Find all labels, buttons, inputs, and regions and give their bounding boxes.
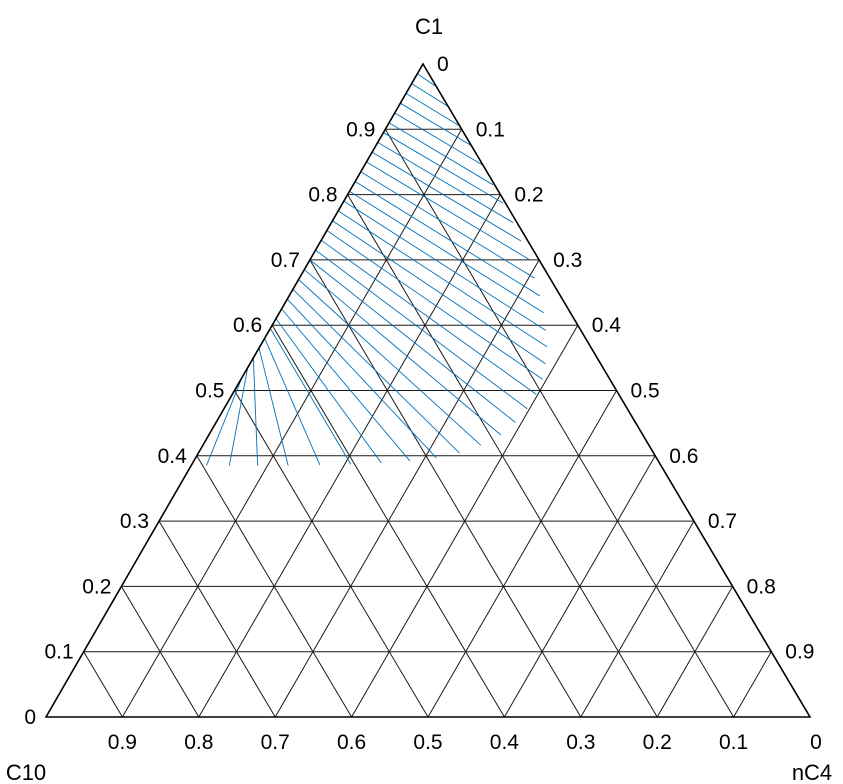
tick-label-right: 0.4 [592, 314, 622, 337]
tick-label-left: 0.9 [346, 118, 375, 141]
tie-line [417, 73, 437, 88]
tie-line [411, 83, 449, 107]
tie-line [388, 122, 494, 186]
vertex-label-left: C10 [6, 760, 46, 784]
tick-label-bottom: 0.3 [566, 731, 595, 754]
tie-line [286, 298, 437, 459]
tie-line [400, 102, 472, 147]
grid-line-right-3 [274, 259, 540, 718]
tick-label-right: 0.6 [669, 445, 698, 468]
tie-line [360, 171, 535, 279]
tick-label-bottom: 0.9 [108, 731, 137, 754]
tie-line [394, 112, 484, 166]
grid-line-left-6 [196, 455, 353, 718]
grid-line-left-9 [83, 651, 123, 718]
tie-line [252, 357, 259, 466]
tick-label-bottom: 0 [810, 731, 822, 754]
tie-line [383, 132, 504, 204]
tick-label-right: 0.2 [514, 184, 543, 207]
tick-label-left: 0 [24, 706, 36, 729]
grid-lines [83, 128, 772, 718]
tick-label-bottom: 0.5 [413, 731, 442, 754]
tie-line [309, 259, 516, 423]
tie-line [343, 200, 546, 331]
tick-label-right: 0 [437, 53, 449, 76]
tie-line [281, 308, 411, 462]
vertex-label-right: nC4 [792, 760, 832, 784]
tick-label-bottom: 0.7 [261, 731, 290, 754]
tick-labels: 0 0 0 0.1 0.1 0.1 0.2 0.2 0.2 0.3 0.3 0.3 0.4 0.4 0.4 0… [24, 53, 822, 754]
grid-line-left-7 [158, 520, 276, 718]
tick-label-bottom: 0.8 [184, 731, 213, 754]
tick-label-left: 0.3 [120, 510, 149, 533]
grid-line-left-8 [120, 586, 200, 718]
tick-label-bottom: 0.2 [643, 731, 672, 754]
grid-line-right-9 [733, 651, 772, 718]
tick-label-bottom: 0.6 [337, 731, 366, 754]
tick-label-left: 0.7 [271, 249, 300, 272]
tie-line [269, 328, 352, 465]
tick-label-right: 0.3 [553, 249, 582, 272]
tie-line [315, 249, 528, 410]
tick-label-right: 0.5 [631, 380, 660, 403]
grid-line-right-7 [580, 520, 695, 718]
tick-label-right: 0.9 [785, 641, 814, 664]
tie-line [258, 347, 289, 466]
tie-line [337, 210, 548, 348]
tie-line [354, 181, 540, 297]
tie-line [228, 367, 249, 466]
tie-line [377, 141, 514, 224]
tie-line [366, 161, 530, 260]
vertex-label-top: C1 [415, 14, 443, 39]
grid-line-right-6 [503, 455, 656, 718]
tick-label-left: 0.4 [158, 445, 188, 468]
tie-line [264, 338, 321, 466]
tick-label-right: 0.7 [708, 510, 737, 533]
tick-label-left: 0.6 [233, 314, 262, 337]
tick-label-bottom: 0.1 [719, 731, 748, 754]
tie-line [298, 279, 482, 446]
tie-line [405, 93, 460, 127]
tick-label-bottom: 0.4 [490, 731, 520, 754]
tie-line [332, 220, 546, 365]
triangle-frame [44, 62, 812, 718]
vertex-labels: C1 C10 nC4 [6, 14, 832, 784]
tie-line [206, 377, 243, 466]
tie-line [326, 230, 543, 380]
tie-line [349, 190, 544, 314]
tick-label-left: 0.2 [82, 575, 111, 598]
grid-line-right-1 [121, 129, 463, 718]
tie-line [320, 239, 537, 395]
tie-line [371, 151, 522, 242]
tie-line [303, 269, 502, 436]
tie-line [275, 318, 382, 464]
tie-line [292, 288, 460, 454]
tick-label-left: 0.1 [44, 641, 73, 664]
grid-line-left-5 [234, 390, 429, 718]
grid-line-right-8 [656, 586, 734, 718]
grid-line-left-3 [309, 259, 582, 718]
tick-label-left: 0.5 [195, 380, 224, 403]
tick-label-right: 0.8 [747, 575, 776, 598]
tick-label-left: 0.8 [308, 184, 337, 207]
tie-lines-series [206, 73, 548, 466]
grid-line-left-1 [384, 129, 735, 718]
tick-label-right: 0.1 [476, 118, 505, 141]
grid-line-right-5 [427, 390, 617, 718]
